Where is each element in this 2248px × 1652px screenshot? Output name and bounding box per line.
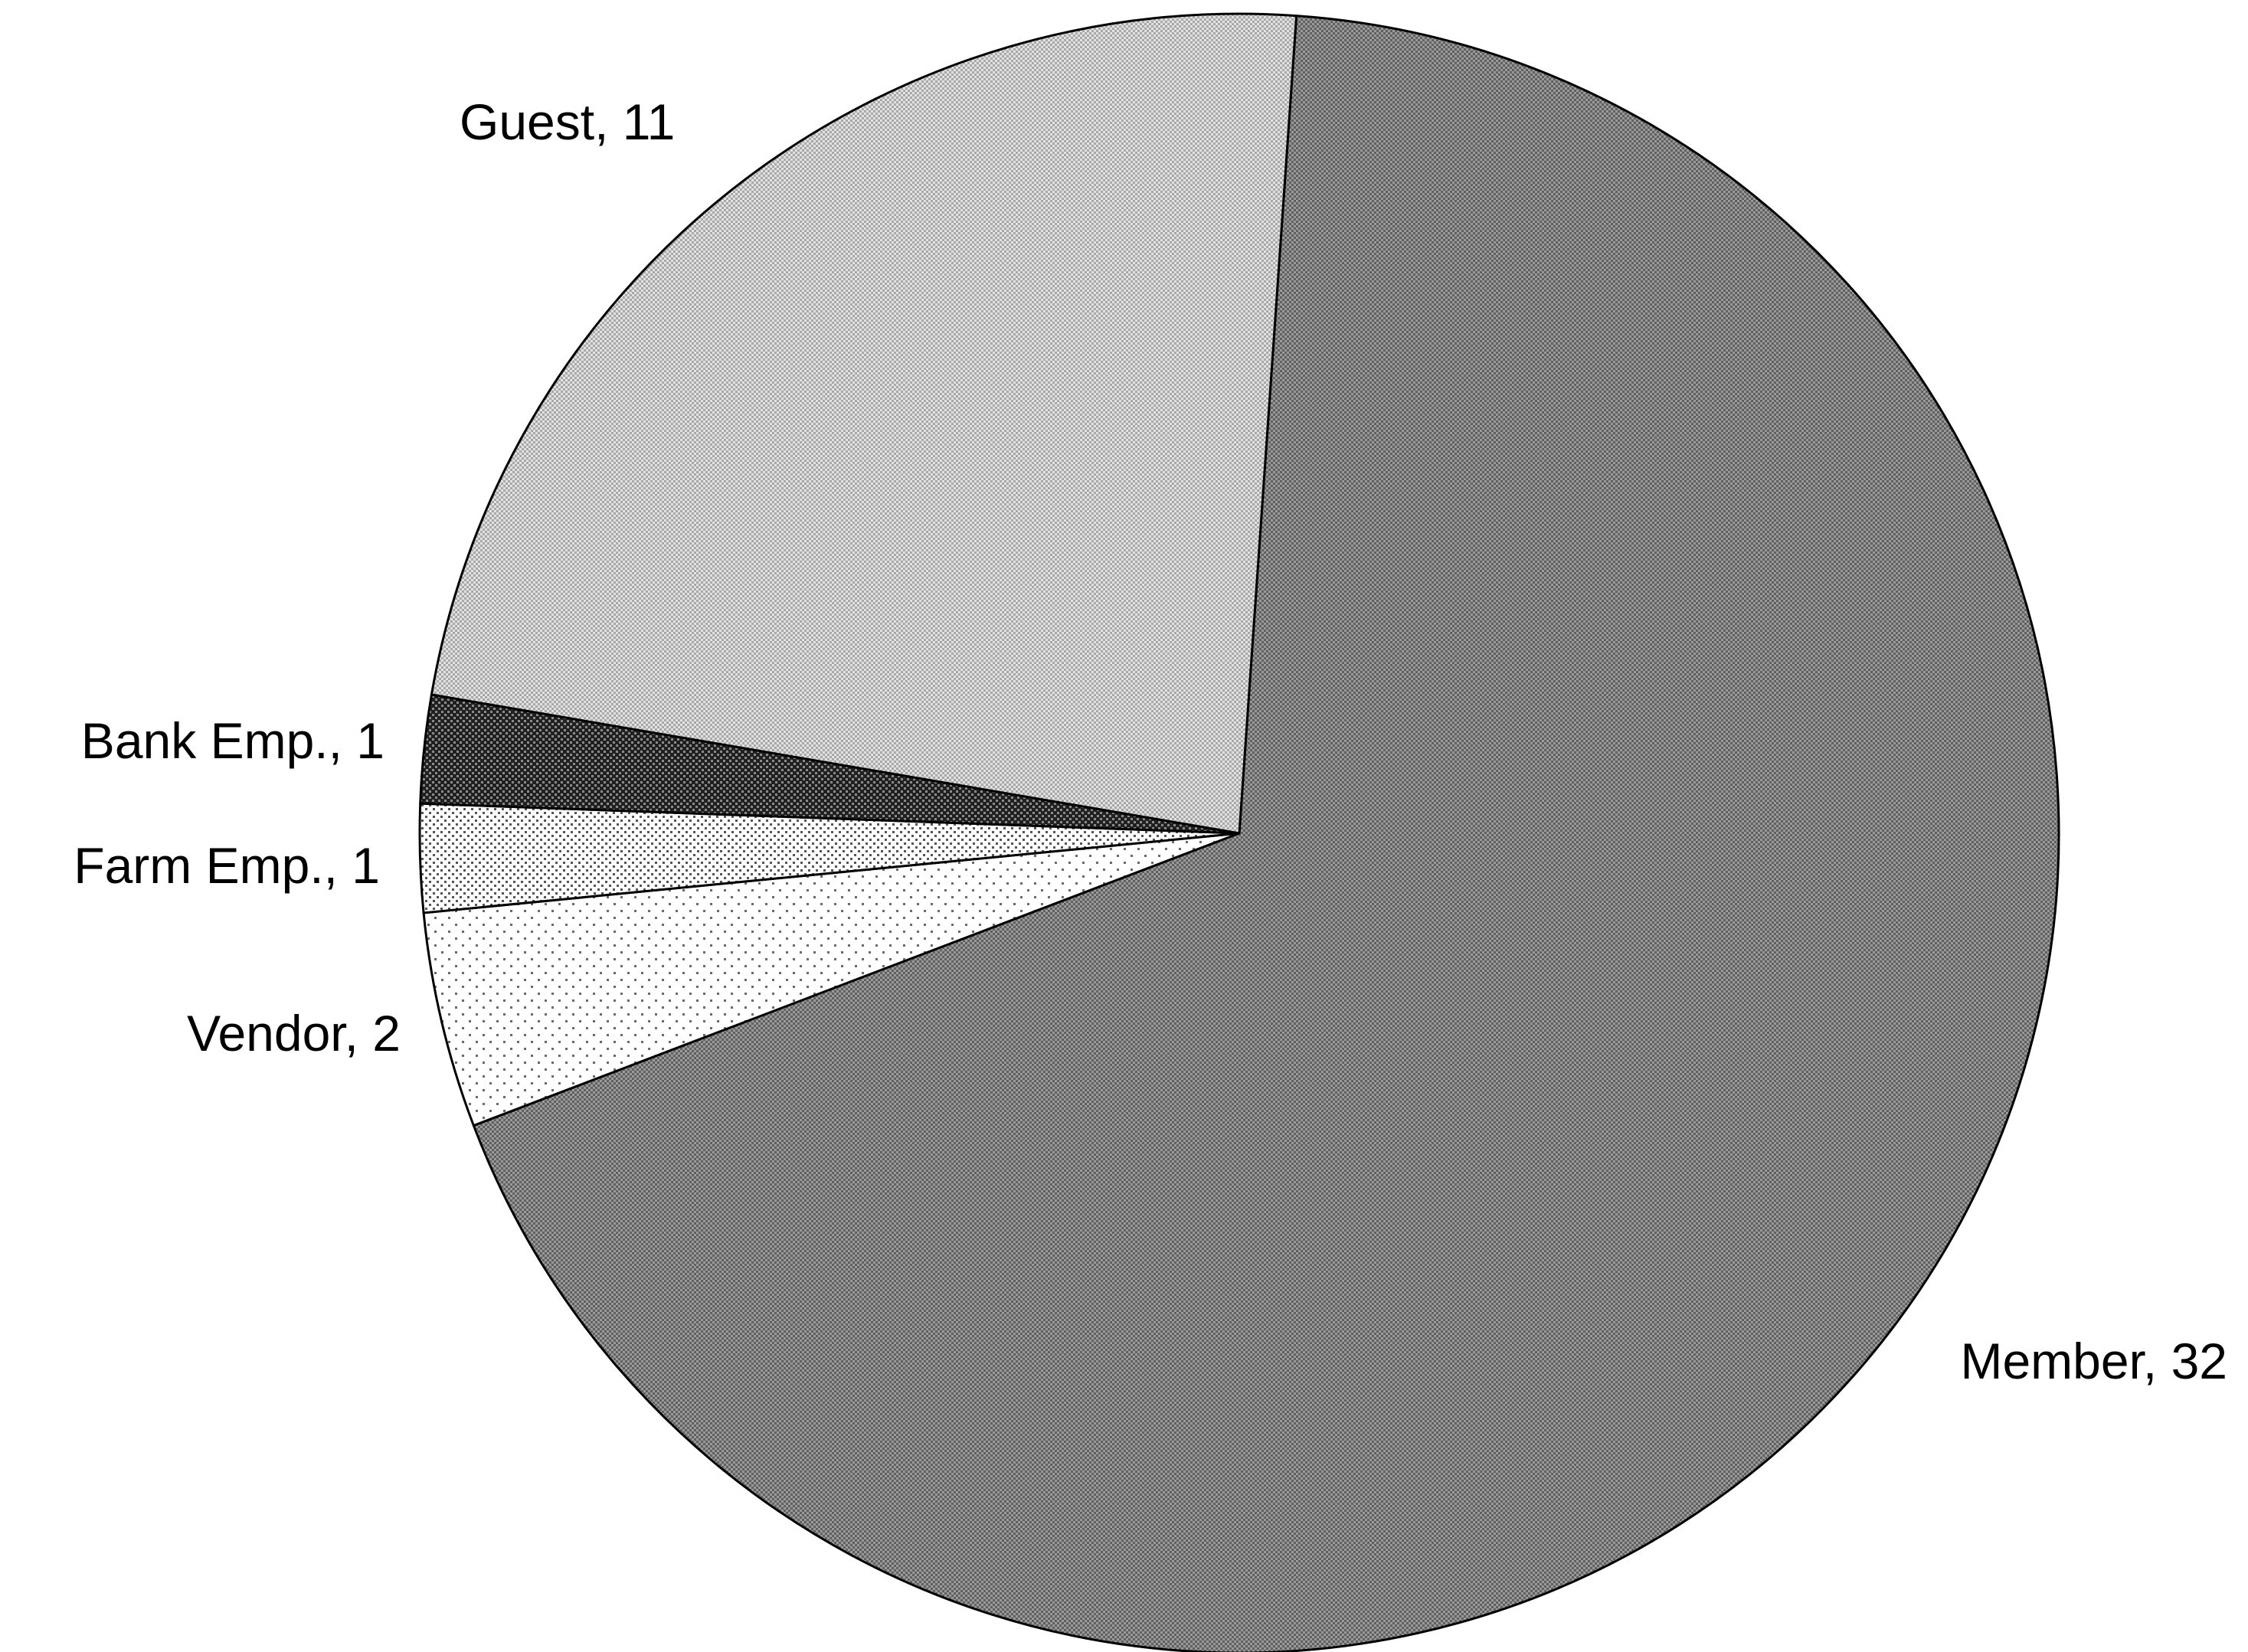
label-farm-emp: Farm Emp., 1 <box>74 837 380 894</box>
slice-member <box>472 15 2060 1652</box>
label-bank-emp: Bank Emp., 1 <box>81 712 384 769</box>
slice-vendor <box>422 832 1241 1127</box>
pie-labels: Member, 32 Vendor, 2 Farm Emp., 1 Bank Emp.… <box>74 93 2227 1389</box>
label-member: Member, 32 <box>1961 1333 2228 1389</box>
label-vendor: Vendor, 2 <box>187 1005 401 1062</box>
slice-guest <box>430 12 1298 835</box>
pie-slices <box>418 12 2060 1652</box>
label-guest: Guest, 11 <box>460 93 675 150</box>
